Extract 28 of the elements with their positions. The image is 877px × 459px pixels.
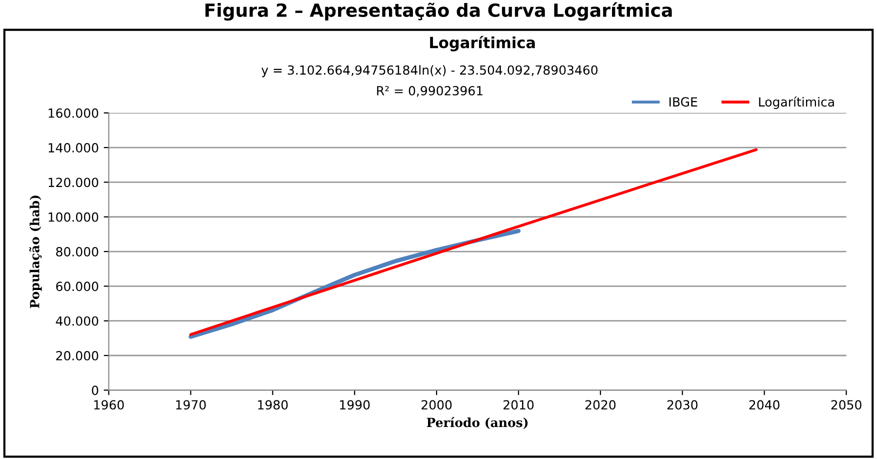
- x-tick-label: 2010: [504, 400, 534, 410]
- chart-title: Logarítimica: [430, 36, 535, 52]
- y-tick-label: 0: [92, 386, 98, 396]
- x-tick-label: 1960: [94, 400, 124, 410]
- y-tick-label: 80.000: [56, 247, 98, 256]
- x-tick-label: 2030: [667, 400, 698, 410]
- y-tick-label: 20.000: [56, 350, 98, 360]
- y-tick-label: 100.000: [48, 212, 98, 222]
- y-tick-label: 40.000: [56, 316, 98, 326]
- legend-label: Logarítimica: [759, 96, 834, 110]
- x-tick-label: 2040: [749, 400, 780, 410]
- y-axis-title: População (hab): [29, 196, 42, 308]
- legend-label: IBGE: [669, 97, 698, 107]
- text: R² = 0,99023961: [377, 86, 482, 97]
- x-tick-label: 1990: [340, 400, 370, 410]
- x-tick-label: 2020: [585, 400, 616, 410]
- text: Figura 2 – Apresentação da Curva Logarítmica: [205, 2, 672, 21]
- y-tick-label: 60.000: [56, 282, 98, 292]
- x-tick-label: 1970: [176, 400, 206, 410]
- x-tick-label: 2000: [422, 400, 452, 410]
- y-tick-label: 160.000: [48, 108, 98, 118]
- x-axis-title: Período (anos): [426, 417, 528, 429]
- x-tick-label: 1980: [258, 400, 288, 410]
- y-tick-label: 120.000: [48, 178, 98, 188]
- y-tick-label: 140.000: [48, 143, 98, 152]
- x-tick-label: 2050: [831, 400, 862, 410]
- text: y = 3.102.664,94756184ln(x) - 23.504.092,78903460: [262, 65, 598, 78]
- line-series: [189, 148, 758, 336]
